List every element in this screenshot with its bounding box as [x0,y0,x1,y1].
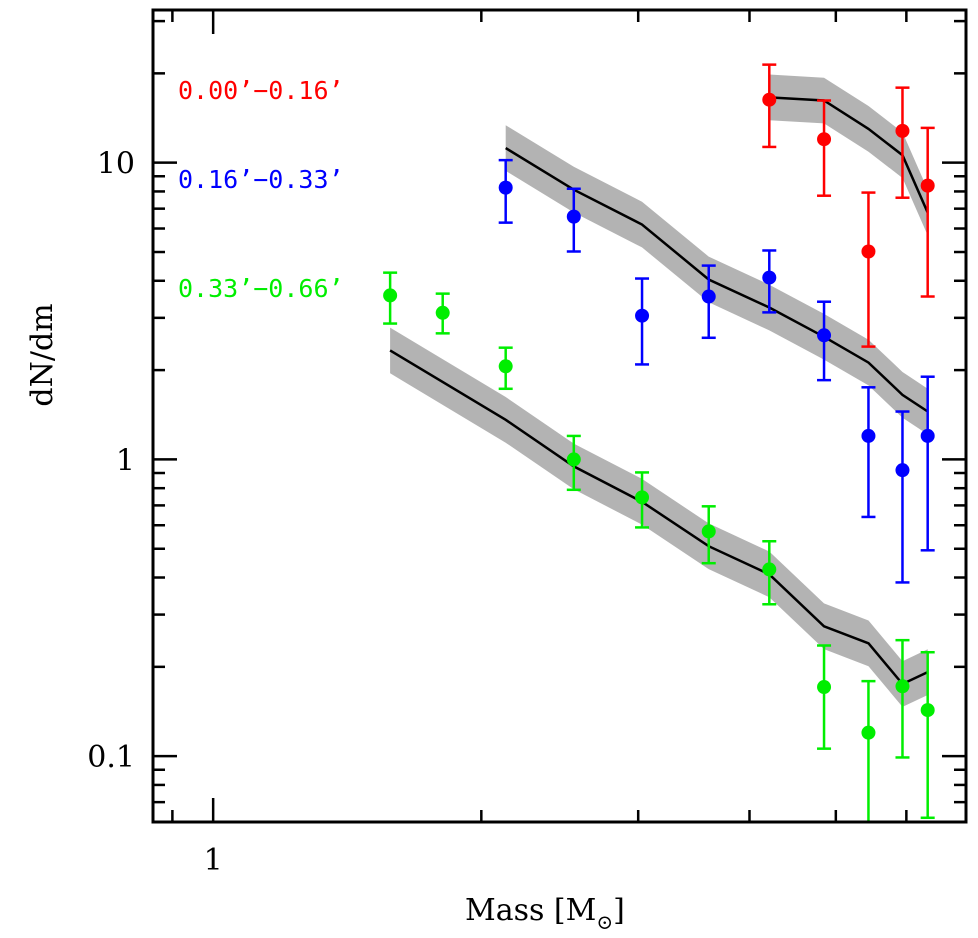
marker [566,209,581,224]
marker [861,725,876,740]
data-point-0-0 [762,63,777,149]
marker [895,679,910,694]
data-point-2-6 [762,539,777,606]
x-axis-title-main: Mass [M [465,893,596,928]
model-line-2 [389,349,929,686]
data-point-0-1 [817,99,832,197]
data-point-2-10 [920,650,935,820]
marker [435,305,450,320]
data-point-2-4 [635,471,650,529]
y-tick-label: 0.1 [87,740,135,775]
data-point-0-4 [920,126,935,298]
marker [861,244,876,259]
legend-entry-1: 0.16’−0.33’ [178,165,344,194]
data-point-1-8 [920,375,935,552]
data-point-1-5 [817,300,832,382]
data-point-2-0 [383,271,398,325]
data-point-2-8 [861,679,876,822]
x-axis-title-close: ] [613,893,625,928]
marker [701,289,716,304]
data-point-2-2 [498,346,513,391]
legend: 0.00’−0.16’ 0.16’−0.33’ 0.33’−0.66’ [178,76,344,303]
marker [920,178,935,193]
marker [817,132,832,147]
marker [566,452,581,467]
marker [817,328,832,343]
data-point-0-3 [895,86,910,199]
model-band-2 [390,327,928,707]
data-point-2-1 [435,292,450,335]
marker [762,270,777,285]
data-points [383,63,935,822]
data-point-2-5 [701,505,716,565]
marker [498,180,513,195]
marker [817,680,832,695]
marker [920,703,935,718]
y-tick-label: 10 [97,147,135,182]
marker [861,428,876,443]
model-line-0 [769,96,929,214]
y-tick-label: 1 [116,443,135,478]
model-band-0 [769,74,928,236]
data-point-1-0 [498,158,513,224]
data-point-1-2 [635,277,650,366]
marker [762,562,777,577]
data-point-1-1 [566,187,581,253]
data-point-1-6 [861,386,876,519]
x-axis-title: Mass [M⊙] [465,893,625,934]
x-axis-title-sun-symbol: ⊙ [596,910,613,934]
model-band-1 [505,125,928,435]
data-point-1-3 [701,264,716,340]
model-bands [390,74,928,707]
plot-frame [151,8,968,824]
marker [920,428,935,443]
legend-entry-0: 0.00’−0.16’ [178,76,344,105]
marker [498,359,513,374]
data-point-0-2 [861,191,876,348]
data-point-2-9 [895,638,910,759]
x-tick-label: 1 [204,843,223,878]
marker [762,92,777,107]
legend-entry-2: 0.33’−0.66’ [178,274,344,303]
data-point-1-7 [895,410,910,584]
marker [635,490,650,505]
data-point-1-4 [762,249,777,314]
marker [895,123,910,138]
marker [895,463,910,478]
marker [383,288,398,303]
data-point-2-7 [817,644,832,750]
axis-ticks [153,10,968,824]
marker [701,524,716,539]
y-axis-title: dN/dm [25,303,60,406]
marker [635,308,650,323]
data-point-2-3 [566,434,581,492]
tick-labels: 0.1 1 10 1 [87,147,222,878]
